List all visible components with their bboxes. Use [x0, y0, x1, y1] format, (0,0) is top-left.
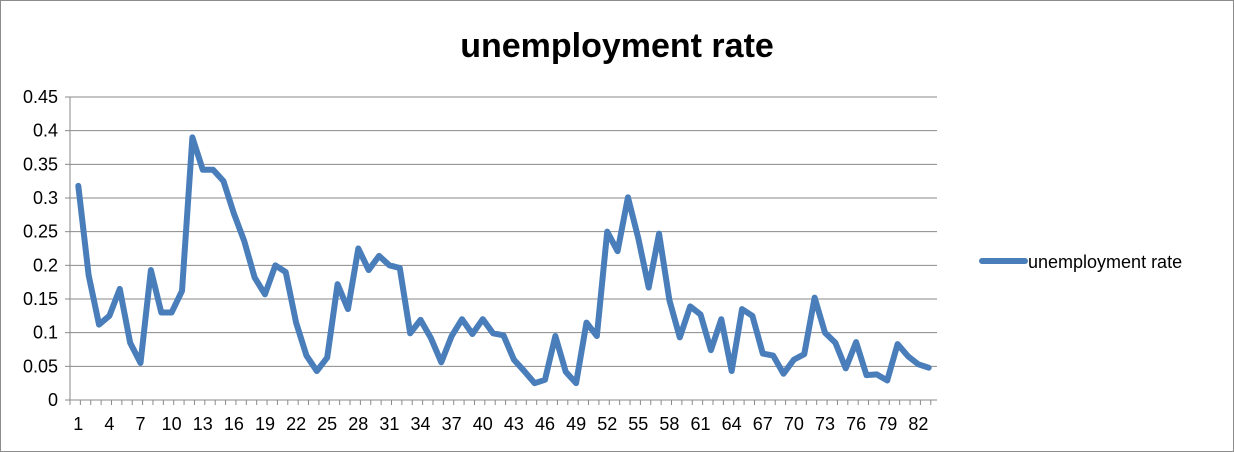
- y-tick-label: 0.3: [33, 188, 58, 208]
- x-tick-label: 10: [162, 414, 182, 434]
- x-tick-label: 79: [877, 414, 897, 434]
- x-tick-label: 67: [753, 414, 773, 434]
- y-axis-tick-labels: 0 0.05 0.1 0.15 0.2 0.25 0.3 0.35 0.4 0.45: [23, 87, 58, 410]
- y-tick-label: 0.45: [23, 87, 58, 107]
- x-tick-label: 58: [659, 414, 679, 434]
- y-tick-label: 0.2: [33, 255, 58, 275]
- x-tick-label: 49: [566, 414, 586, 434]
- x-tick-label: 25: [317, 414, 337, 434]
- x-tick-label: 64: [722, 414, 742, 434]
- y-tick-label: 0.4: [33, 121, 58, 141]
- x-tick-label: 31: [379, 414, 399, 434]
- y-tick-label: 0.15: [23, 289, 58, 309]
- x-tick-label: 4: [104, 414, 114, 434]
- x-tick-label: 37: [442, 414, 462, 434]
- x-tick-label: 22: [286, 414, 306, 434]
- x-tick-label: 16: [224, 414, 244, 434]
- x-tick-label: 34: [411, 414, 431, 434]
- x-tick-label: 73: [815, 414, 835, 434]
- x-axis-tick-labels: 1 4 7 10 13 16 19 22 25 28 31 34 37 40 43 46 49 52 55 58 61 6…: [73, 414, 928, 434]
- x-tick-label: 7: [136, 414, 146, 434]
- x-tick-label: 52: [597, 414, 617, 434]
- chart-title: unemployment rate: [460, 27, 774, 65]
- x-tick-label: 70: [784, 414, 804, 434]
- legend-label: unemployment rate: [1028, 252, 1182, 272]
- x-tick-label: 55: [628, 414, 648, 434]
- axes: [65, 96, 937, 405]
- y-tick-label: 0: [48, 390, 58, 410]
- legend: unemployment rate: [979, 252, 1182, 272]
- x-tick-label: 43: [504, 414, 524, 434]
- x-tick-label: 76: [846, 414, 866, 434]
- y-tick-label: 0.25: [23, 222, 58, 242]
- x-tick-label: 82: [908, 414, 928, 434]
- x-tick-label: 13: [193, 414, 213, 434]
- x-tick-label: 40: [473, 414, 493, 434]
- series-line: [75, 134, 932, 387]
- y-tick-label: 0.05: [23, 356, 58, 376]
- series-layer: [75, 134, 932, 387]
- x-tick-label: 1: [73, 414, 83, 434]
- x-tick-label: 46: [535, 414, 555, 434]
- y-tick-label: 0.1: [33, 323, 58, 343]
- y-tick-label: 0.35: [23, 154, 58, 174]
- x-tick-label: 28: [348, 414, 368, 434]
- x-tick-label: 19: [255, 414, 275, 434]
- x-tick-label: 61: [691, 414, 711, 434]
